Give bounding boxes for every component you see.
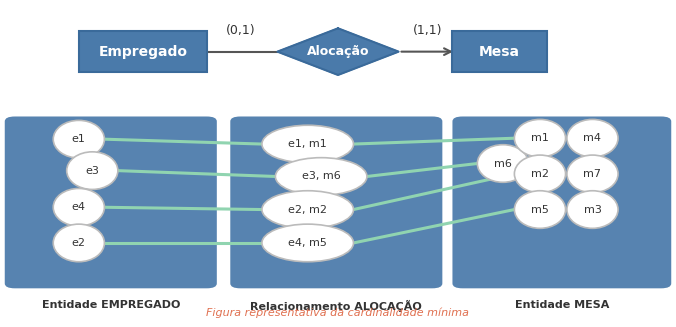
Text: e1: e1 bbox=[72, 134, 86, 144]
Text: Alocação: Alocação bbox=[307, 45, 369, 58]
Ellipse shape bbox=[53, 188, 104, 226]
Ellipse shape bbox=[53, 120, 104, 158]
Ellipse shape bbox=[514, 119, 566, 157]
Ellipse shape bbox=[262, 191, 354, 228]
Text: (1,1): (1,1) bbox=[412, 24, 442, 37]
Ellipse shape bbox=[262, 224, 354, 262]
Text: Mesa: Mesa bbox=[479, 45, 520, 59]
Text: e3: e3 bbox=[85, 166, 99, 176]
Ellipse shape bbox=[262, 125, 354, 163]
Ellipse shape bbox=[567, 119, 618, 157]
FancyBboxPatch shape bbox=[79, 31, 207, 72]
Text: m4: m4 bbox=[583, 133, 602, 143]
Text: m3: m3 bbox=[583, 205, 602, 215]
Text: Relacionamento ALOCAÇÃO: Relacionamento ALOCAÇÃO bbox=[250, 300, 422, 312]
Ellipse shape bbox=[514, 191, 566, 228]
Text: m2: m2 bbox=[531, 169, 549, 179]
Text: m7: m7 bbox=[583, 169, 602, 179]
Text: m1: m1 bbox=[531, 133, 549, 143]
Text: e2: e2 bbox=[72, 238, 86, 248]
Text: e4, m5: e4, m5 bbox=[288, 238, 327, 248]
Ellipse shape bbox=[514, 155, 566, 193]
Text: Entidade EMPREGADO: Entidade EMPREGADO bbox=[42, 300, 180, 310]
Text: (0,1): (0,1) bbox=[226, 24, 256, 37]
Polygon shape bbox=[277, 28, 399, 75]
Text: Figura representativa da cardinalidade mínima: Figura representativa da cardinalidade m… bbox=[206, 307, 470, 318]
Ellipse shape bbox=[275, 158, 367, 195]
Text: e2, m2: e2, m2 bbox=[288, 205, 327, 215]
Text: m5: m5 bbox=[531, 205, 549, 215]
FancyBboxPatch shape bbox=[452, 116, 671, 288]
Ellipse shape bbox=[477, 145, 529, 182]
Text: Entidade MESA: Entidade MESA bbox=[514, 300, 609, 310]
Ellipse shape bbox=[67, 152, 118, 189]
Ellipse shape bbox=[567, 191, 618, 228]
Ellipse shape bbox=[53, 224, 104, 262]
Text: e1, m1: e1, m1 bbox=[289, 139, 327, 149]
FancyBboxPatch shape bbox=[5, 116, 217, 288]
Text: m6: m6 bbox=[494, 159, 512, 168]
Text: e3, m6: e3, m6 bbox=[301, 171, 341, 181]
Text: e4: e4 bbox=[72, 202, 86, 212]
FancyBboxPatch shape bbox=[452, 31, 547, 72]
Ellipse shape bbox=[567, 155, 618, 193]
FancyBboxPatch shape bbox=[231, 116, 442, 288]
Text: Empregado: Empregado bbox=[98, 45, 187, 59]
